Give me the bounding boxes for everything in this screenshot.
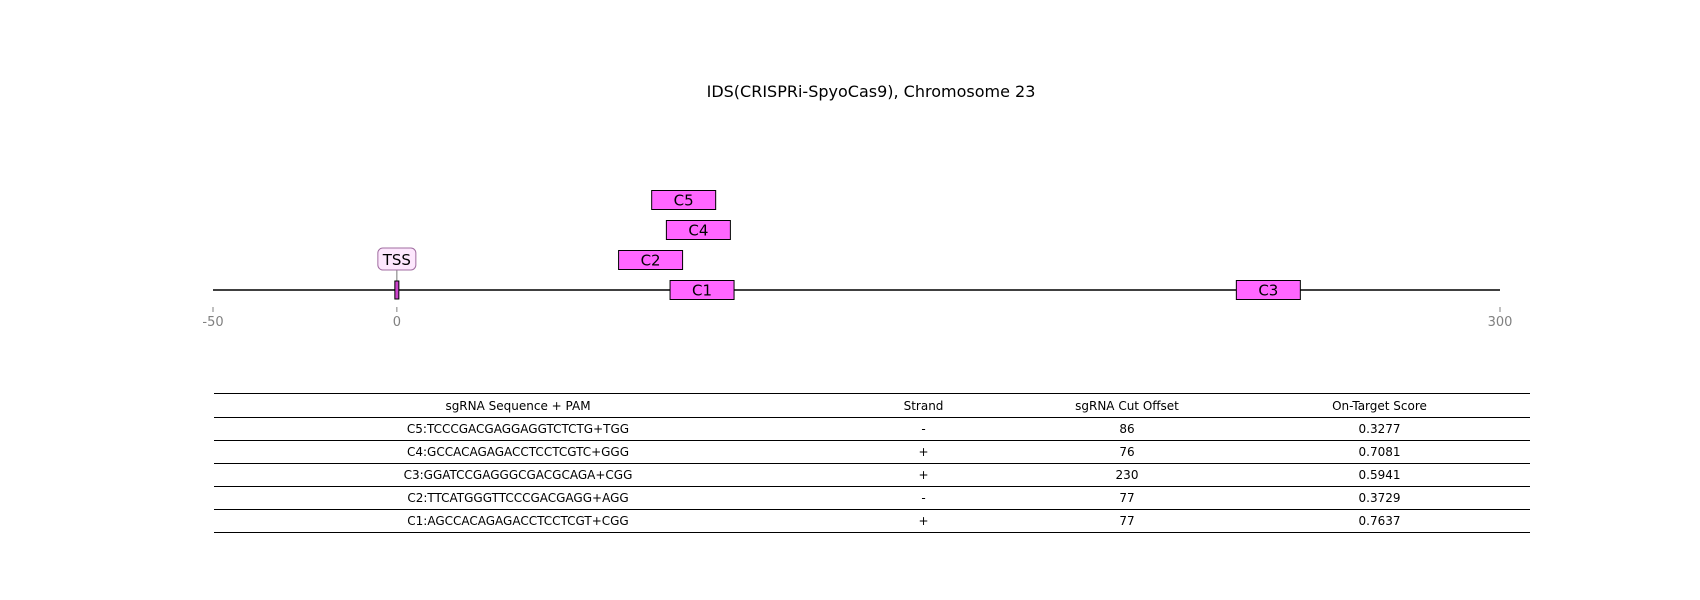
axis-tick-label: -50 — [202, 315, 223, 330]
guide-box-c2 — [618, 250, 684, 270]
axis-ticks: -50 0 300 — [202, 307, 1512, 330]
guide-box-c5 — [651, 190, 717, 210]
cell-cut-offset: 86 — [1025, 417, 1229, 441]
cell-score: 0.5941 — [1229, 463, 1530, 487]
table-row: C5:TCCCGACGAGGAGGTCTCTG+TGG - 86 0.3277 — [214, 417, 1530, 441]
table-header-row: sgRNA Sequence + PAM Strand sgRNA Cut Of… — [214, 393, 1530, 418]
guide-label-c4: C4 — [688, 222, 708, 240]
cell-cut-offset: 76 — [1025, 440, 1229, 464]
axis-tick-label: 300 — [1488, 315, 1513, 330]
table-row: C3:GGATCCGAGGGCGACGCAGA+CGG + 230 0.5941 — [214, 463, 1530, 487]
tss-label-box — [377, 247, 417, 271]
guide-boxes: C5 C4 C2 C1 C3 — [618, 190, 1301, 300]
gene-track: -50 0 300 TSS C5 C4 C2 C1 C3 — [202, 190, 1512, 330]
cell-strand: - — [822, 486, 1025, 510]
cell-sequence: C5:TCCCGACGAGGAGGTCTCTG+TGG — [214, 417, 822, 441]
cell-score: 0.3729 — [1229, 486, 1530, 510]
guide-box-c3 — [1235, 280, 1301, 300]
cell-strand: - — [822, 417, 1025, 441]
cell-cut-offset: 77 — [1025, 509, 1229, 533]
guide-label-c3: C3 — [1258, 282, 1278, 300]
cell-strand: + — [822, 440, 1025, 464]
table-row: C2:TTCATGGGTTCCCGACGAGG+AGG - 77 0.3729 — [214, 486, 1530, 510]
cell-score: 0.3277 — [1229, 417, 1530, 441]
header-score: On-Target Score — [1229, 393, 1530, 418]
guide-label-c5: C5 — [674, 192, 694, 210]
header-sequence: sgRNA Sequence + PAM — [214, 393, 822, 418]
cell-sequence: C1:AGCCACAGAGACCTCCTCGT+CGG — [214, 509, 822, 533]
cell-sequence: C4:GCCACAGAGACCTCCTCGTC+GGG — [214, 440, 822, 464]
tss-box — [394, 280, 400, 300]
axis-tick-label: 0 — [393, 315, 401, 330]
cell-strand: + — [822, 463, 1025, 487]
guide-table: sgRNA Sequence + PAM Strand sgRNA Cut Of… — [214, 393, 1530, 533]
cell-cut-offset: 230 — [1025, 463, 1229, 487]
header-cut-offset: sgRNA Cut Offset — [1025, 393, 1229, 418]
guide-label-c2: C2 — [641, 252, 661, 270]
cell-sequence: C3:GGATCCGAGGGCGACGCAGA+CGG — [214, 463, 822, 487]
cell-score: 0.7637 — [1229, 509, 1530, 533]
tss-marker: TSS — [377, 247, 417, 300]
table-row: C1:AGCCACAGAGACCTCCTCGT+CGG + 77 0.7637 — [214, 509, 1530, 533]
figure-title: IDS(CRISPRi-SpyoCas9), Chromosome 23 — [706, 82, 1036, 101]
cell-score: 0.7081 — [1229, 440, 1530, 464]
table-row: C4:GCCACAGAGACCTCCTCGTC+GGG + 76 0.7081 — [214, 440, 1530, 464]
header-strand: Strand — [822, 393, 1025, 418]
cell-sequence: C2:TTCATGGGTTCCCGACGAGG+AGG — [214, 486, 822, 510]
cell-strand: + — [822, 509, 1025, 533]
tss-label: TSS — [382, 251, 411, 269]
cell-cut-offset: 77 — [1025, 486, 1229, 510]
guide-box-c1 — [669, 280, 735, 300]
guide-box-c4 — [665, 220, 731, 240]
guide-label-c1: C1 — [692, 282, 712, 300]
